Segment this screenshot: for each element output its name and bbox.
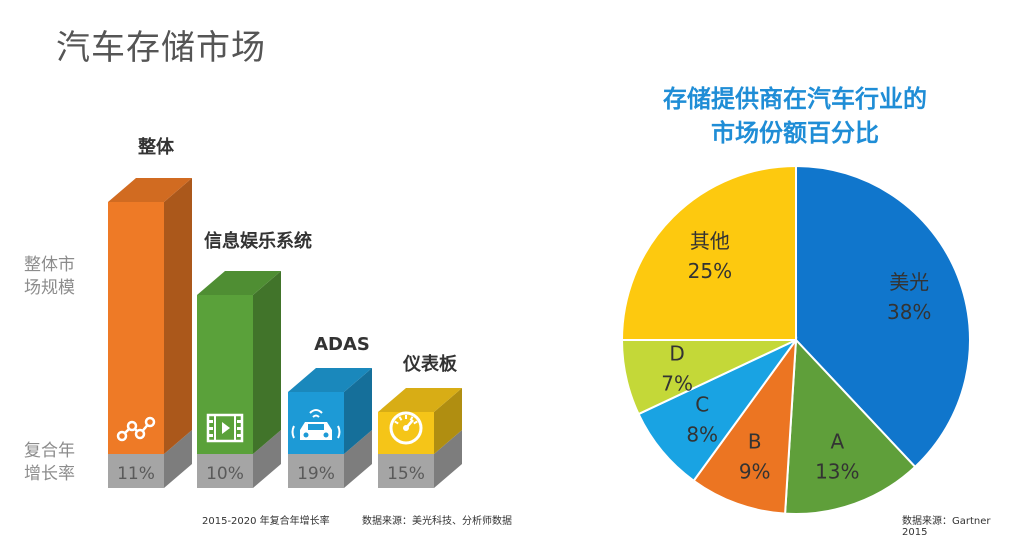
pie-slice-4	[637, 339, 797, 483]
pie-slice-2	[784, 337, 917, 516]
bar-base-side	[164, 430, 192, 488]
pie-title: 存储提供商在汽车行业的 市场份额百分比	[600, 82, 990, 150]
bar-1: 整体 11%	[108, 136, 192, 488]
bar-growth-label: 11%	[117, 464, 155, 484]
bar-base-front	[197, 454, 253, 488]
pie-slice-value: 7%	[661, 372, 693, 396]
pie-title-line1: 存储提供商在汽车行业的	[663, 85, 927, 113]
film-strip-icon	[206, 413, 244, 443]
bar-category-label: 信息娱乐系统	[204, 230, 312, 252]
left-source-note: 数据来源：美光科技、分析师数据	[362, 516, 512, 527]
bar-chart: 整体 11% 信息娱乐系统 10% ADAS 19% 仪表板 15%	[108, 136, 462, 488]
bar-growth-label: 15%	[387, 464, 425, 484]
bar-side	[164, 178, 192, 454]
bar-base-front	[108, 454, 164, 488]
pie-slice-3	[692, 336, 798, 515]
bar-3: ADAS 19%	[288, 334, 372, 488]
network-nodes-icon	[116, 416, 156, 442]
pie-slice-value: 13%	[815, 460, 859, 484]
page-title: 汽车存储市场	[56, 28, 266, 68]
pie-slice-5	[620, 339, 797, 416]
bar-top	[108, 178, 192, 202]
bar-category-label: 仪表板	[402, 353, 458, 375]
cagr-label-line1: 复合年	[24, 441, 75, 461]
pie-slice-1	[795, 164, 971, 469]
bar-top	[197, 271, 281, 295]
pie-slice-label: A	[830, 430, 844, 454]
right-source-note: 数据来源：Gartner 2015	[902, 516, 991, 538]
bar-side	[344, 368, 372, 454]
pie-slice-value: 9%	[739, 460, 771, 484]
speedometer-icon	[389, 411, 423, 445]
pie-slice-value: 25%	[688, 259, 732, 283]
bar-category-label: 整体	[137, 136, 175, 158]
bar-4: 仪表板 15%	[378, 353, 462, 488]
market-size-label-line2: 场规模	[24, 278, 75, 298]
pie-slice-label: 其他	[690, 229, 730, 253]
bar-side	[434, 388, 462, 454]
bar-2: 信息娱乐系统 10%	[197, 230, 312, 488]
bar-side	[253, 271, 281, 454]
pie-slice-value: 8%	[686, 423, 718, 447]
bar-base-side	[434, 430, 462, 488]
bar-base-front	[378, 454, 434, 488]
bar-category-label: ADAS	[314, 334, 370, 355]
connected-car-icon	[291, 409, 341, 440]
bar-base-side	[253, 430, 281, 488]
pie-slice-6	[620, 164, 797, 341]
market-size-label-line1: 整体市	[24, 255, 75, 275]
bar-front	[108, 202, 164, 454]
pie-slice-label: B	[748, 430, 762, 454]
bar-growth-label: 19%	[297, 464, 335, 484]
pie-slice-value: 38%	[887, 300, 931, 324]
pie-slice-label: 美光	[889, 270, 929, 294]
bar-top	[378, 388, 462, 412]
bar-base-side	[344, 430, 372, 488]
pie-slice-label: C	[695, 393, 709, 417]
bar-growth-label: 10%	[206, 464, 244, 484]
pie-slice-label: D	[669, 342, 684, 366]
cagr-label-line2: 增长率	[24, 464, 75, 484]
bar-base-front	[288, 454, 344, 488]
market-size-label: 整体市 场规模	[24, 254, 94, 300]
bar-top	[288, 368, 372, 392]
cagr-label: 复合年 增长率	[24, 440, 94, 486]
cagr-period-note: 2015-2020 年复合年增长率	[202, 516, 330, 527]
pie-title-line2: 市场份额百分比	[711, 119, 879, 147]
